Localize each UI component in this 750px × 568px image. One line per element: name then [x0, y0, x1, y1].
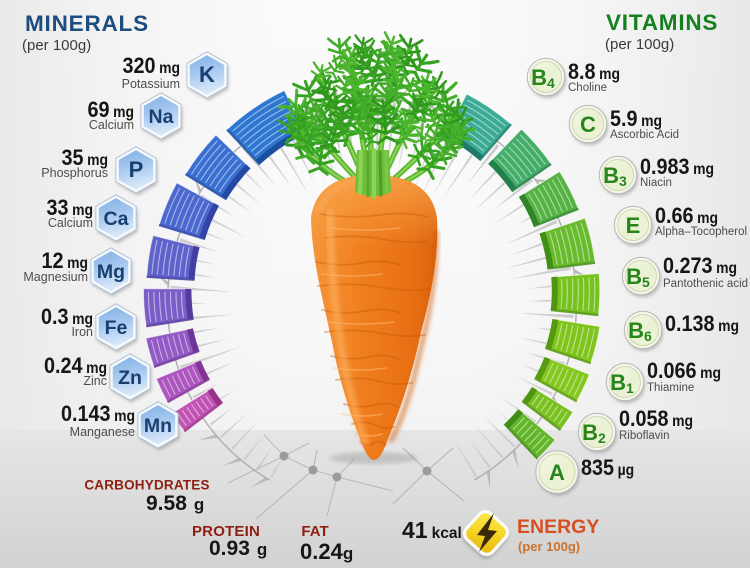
- svg-text:PROTEIN: PROTEIN: [192, 523, 260, 540]
- svg-text:Niacin: Niacin: [640, 177, 672, 189]
- svg-text:5.9mg: 5.9 mg: [610, 107, 662, 131]
- svg-text:MINERALS: MINERALS: [25, 11, 149, 36]
- svg-text:C: C: [580, 112, 596, 137]
- svg-text:Mn: Mn: [144, 415, 172, 437]
- svg-text:P: P: [129, 157, 144, 182]
- svg-text:Fe: Fe: [105, 317, 128, 339]
- svg-text:FAT: FAT: [301, 523, 328, 540]
- svg-text:Choline: Choline: [568, 82, 607, 94]
- svg-text:Potassium: Potassium: [122, 77, 180, 91]
- svg-text:Magnesium: Magnesium: [23, 270, 88, 284]
- svg-text:(per 100g): (per 100g): [605, 36, 674, 53]
- svg-text:Calcium: Calcium: [89, 118, 134, 132]
- svg-text:Ca: Ca: [104, 208, 129, 230]
- svg-text:Zinc: Zinc: [83, 374, 107, 388]
- svg-text:ENERGY: ENERGY: [517, 516, 599, 538]
- svg-text:Calcium: Calcium: [48, 216, 93, 230]
- svg-text:E: E: [626, 213, 641, 238]
- svg-text:VITAMINS: VITAMINS: [606, 10, 718, 35]
- svg-text:CARBOHYDRATES: CARBOHYDRATES: [84, 478, 209, 493]
- svg-text:K: K: [199, 62, 215, 87]
- svg-text:Mg: Mg: [97, 261, 125, 283]
- svg-text:Phosphorus: Phosphorus: [41, 166, 108, 180]
- svg-text:Alpha–Tocopherol: Alpha–Tocopherol: [655, 226, 747, 238]
- svg-text:Iron: Iron: [71, 325, 93, 339]
- svg-text:0.24g: 0.24g: [300, 539, 353, 564]
- svg-text:(per 100g): (per 100g): [22, 37, 91, 54]
- svg-text:(per 100g): (per 100g): [518, 539, 580, 554]
- svg-text:Pantothenic acid: Pantothenic acid: [663, 278, 748, 290]
- svg-text:Manganese: Manganese: [70, 425, 135, 439]
- svg-text:Thiamine: Thiamine: [647, 382, 694, 394]
- svg-text:Riboflavin: Riboflavin: [619, 430, 670, 442]
- svg-text:0.93g: 0.93 g: [209, 537, 267, 560]
- svg-text:8.8mg: 8.8 mg: [568, 60, 620, 84]
- svg-text:Na: Na: [149, 106, 174, 128]
- svg-text:9.58g: 9.58 g: [146, 492, 204, 515]
- svg-text:A: A: [549, 460, 565, 485]
- svg-text:0.3mg: 0.3 mg: [41, 305, 93, 329]
- svg-text:Zn: Zn: [118, 367, 142, 389]
- svg-text:Ascorbic Acid: Ascorbic Acid: [610, 129, 679, 141]
